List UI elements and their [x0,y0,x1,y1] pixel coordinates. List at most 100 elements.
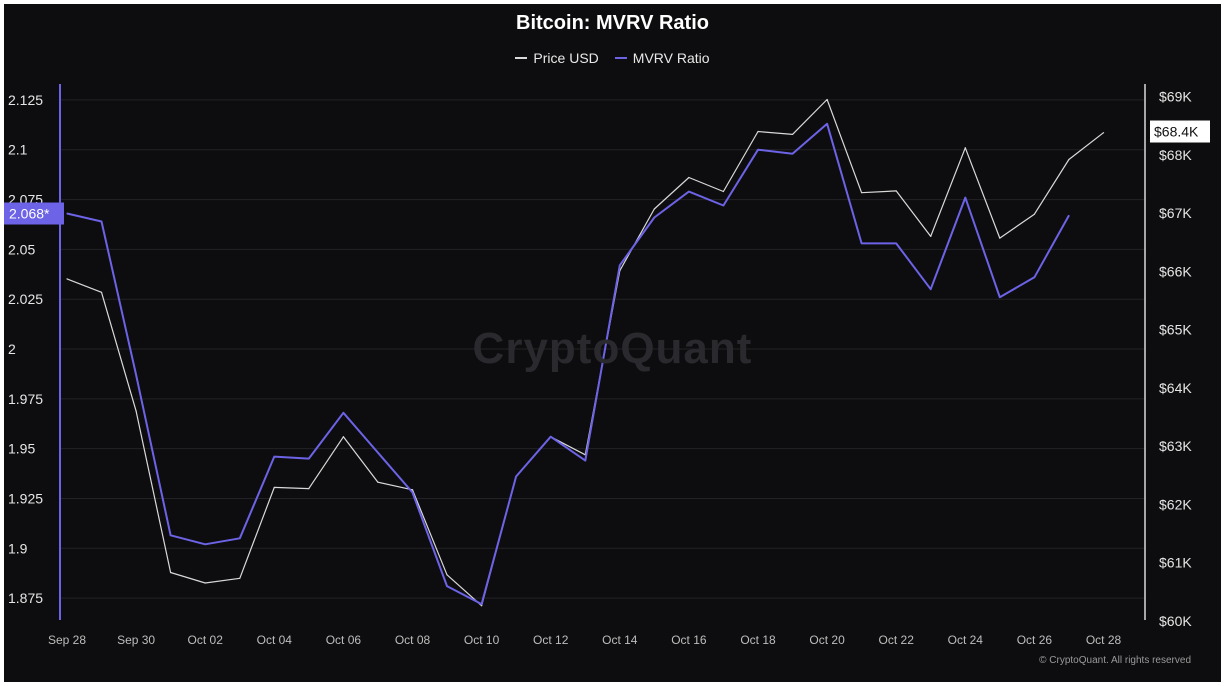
legend-item-price[interactable]: Price USD [515,50,599,66]
chart-frame: 1.875 1.9 1.925 1.95 1.975 2 2.025 2.05 2.075 2.1… [4,4,1221,682]
data-point-mvrv [170,534,172,536]
x-tick-label: Oct 16 [671,633,707,647]
data-point-mvrv [342,412,344,414]
data-point-mvrv [481,603,483,605]
data-point-price [688,176,690,179]
data-point-price [930,235,932,237]
data-point-price [653,208,655,210]
data-point-mvrv [515,475,517,478]
data-point-price [342,436,344,438]
y-left-tick-label: 2 [8,341,16,357]
x-tick-label: Sep 30 [117,633,155,647]
data-point-mvrv [722,204,725,207]
legend-label-mvrv: MVRV Ratio [632,50,710,66]
chart-canvas: 1.8751.91.9251.951.97522.0252.052.0752.1… [4,84,1210,647]
data-point-price [791,133,794,136]
data-point-mvrv [204,543,206,545]
data-point-mvrv [550,436,552,438]
y-right-tick-label: $65K [1159,322,1192,338]
data-point-price [446,574,448,576]
legend-label-price: Price USD [533,50,599,66]
data-point-price [1068,158,1070,161]
data-point-price [100,291,103,293]
data-point-price [861,192,863,194]
y-left-tick-label: 2.125 [8,92,43,108]
data-point-price [481,605,483,607]
data-point-mvrv [100,220,103,223]
data-point-price [722,190,725,193]
data-point-price [411,489,414,491]
data-point-price [1033,213,1035,215]
x-tick-label: Oct 06 [326,633,362,647]
data-point-mvrv [757,149,759,151]
x-tick-label: Oct 08 [395,633,431,647]
data-point-price [757,130,759,133]
y-right-tick-label: $68K [1159,147,1192,163]
data-point-mvrv [308,458,310,460]
current-value-label-left: 2.068* [9,206,50,222]
legend: Price USD MVRV Ratio [4,50,1221,66]
data-point-mvrv [964,196,966,199]
data-point-mvrv [1068,214,1070,217]
x-tick-label: Oct 28 [1086,633,1122,647]
y-right-tick-label: $66K [1159,263,1192,279]
y-left-tick-label: 2.1 [8,142,28,158]
data-point-price [1102,132,1105,134]
data-point-mvrv [446,585,448,587]
data-point-price [308,488,310,490]
data-point-mvrv [826,123,828,125]
data-point-mvrv [273,456,275,458]
y-left-tick-label: 1.875 [8,590,43,606]
data-point-price [170,571,172,574]
y-right-tick-label: $69K [1159,89,1192,105]
x-tick-label: Oct 26 [1017,633,1053,647]
y-right-tick-label: $61K [1159,555,1192,571]
y-right-tick-label: $67K [1159,205,1192,221]
data-point-mvrv [999,296,1001,298]
y-left-tick-label: 1.95 [8,441,35,457]
x-tick-label: Oct 22 [879,633,915,647]
data-point-mvrv [239,537,241,539]
data-point-price [204,582,206,584]
y-left-tick-label: 1.975 [8,391,43,407]
y-left-tick-label: 2.05 [8,241,35,257]
data-point-price [66,278,68,280]
series-line-mvrv [66,122,1070,606]
data-point-mvrv [653,216,655,219]
data-point-mvrv [688,190,690,193]
legend-item-mvrv[interactable]: MVRV Ratio [614,50,710,66]
data-point-mvrv [377,452,379,454]
data-point-mvrv [66,212,68,215]
data-point-mvrv [584,459,586,462]
legend-swatch-price [515,57,528,59]
current-value-badge-right [1150,120,1210,143]
watermark: CryptoQuant [472,324,753,373]
data-point-mvrv [1033,276,1035,278]
current-value-label-right: $68.4K [1154,124,1199,140]
x-tick-label: Oct 12 [533,633,569,647]
y-right-tick-label: $62K [1159,496,1192,512]
x-tick-label: Oct 14 [602,633,638,647]
copyright-notice: © CryptoQuant. All rights reserved [1039,655,1191,666]
data-point-price [135,410,137,412]
chart-title: Bitcoin: MVRV Ratio [516,12,709,34]
y-right-tick-label: $64K [1159,380,1192,396]
data-point-price [239,577,241,579]
x-tick-label: Sep 28 [48,633,86,647]
data-point-mvrv [895,242,897,245]
data-point-mvrv [619,264,621,266]
data-point-price [895,190,897,192]
x-tick-label: Oct 10 [464,633,500,647]
data-point-price [273,486,275,489]
x-tick-label: Oct 02 [188,633,224,647]
data-point-price [964,147,966,149]
x-tick-label: Oct 04 [257,633,293,647]
x-tick-label: Oct 24 [948,633,984,647]
data-point-mvrv [930,288,932,290]
data-point-mvrv [411,491,414,494]
y-left-tick-label: 1.925 [8,490,43,506]
data-point-mvrv [135,374,137,376]
y-left-tick-label: 1.9 [8,540,28,556]
data-point-price [377,481,379,483]
data-point-price [826,98,828,101]
